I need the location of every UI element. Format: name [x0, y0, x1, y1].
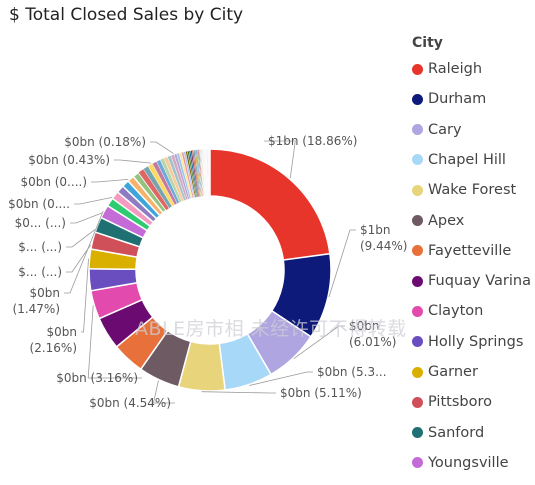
legend-marker [412, 336, 423, 348]
legend-label: Holly Springs [428, 333, 524, 350]
chart-title: $ Total Closed Sales by City [9, 5, 244, 25]
leader-line [64, 210, 104, 294]
data-label: $0bn (2.16%) [30, 325, 77, 355]
data-label: $0bn (6.01%) [349, 319, 396, 349]
label-leader-lines [64, 140, 356, 404]
legend-item[interactable]: Durham [412, 89, 486, 109]
legend-item[interactable]: Clayton [412, 301, 483, 321]
leader-line [264, 140, 296, 179]
legend-label: Chapel Hill [428, 151, 506, 168]
legend-marker [412, 215, 423, 226]
legend-label: Youngsville [428, 454, 509, 471]
legend-marker [412, 366, 423, 378]
legend-title: City [412, 35, 443, 51]
legend-marker [412, 275, 423, 287]
legend-item[interactable]: Apex [412, 211, 464, 231]
legend-marker [412, 93, 423, 105]
legend-marker [412, 124, 423, 136]
leader-line [201, 391, 276, 394]
data-label: $1bn (18.86%) [268, 134, 357, 148]
legend-marker [412, 245, 423, 257]
data-label: $0bn (0....) [20, 175, 87, 189]
leader-line [70, 212, 103, 224]
legend-item[interactable]: Wake Forest [412, 180, 516, 200]
legend-label: Sanford [428, 424, 485, 441]
legend-label: Apex [428, 212, 465, 229]
legend-label: Fayetteville [428, 242, 512, 259]
legend-marker [412, 305, 423, 317]
leader-line [66, 229, 96, 248]
legend-item[interactable]: Raleigh [412, 59, 482, 79]
data-label: $... (...) [18, 240, 62, 254]
legend-label: Clayton [428, 303, 484, 320]
legend-item[interactable]: Sanford [412, 423, 484, 443]
leader-line [91, 178, 129, 183]
legend-label: Fuquay Varina [428, 273, 531, 290]
legend-label: Pittsboro [428, 394, 492, 411]
data-label: $0bn (0.18%) [64, 135, 146, 149]
legend-label: Wake Forest [428, 182, 517, 199]
donut-slices [88, 148, 332, 392]
data-label: $0bn (4.54%) [89, 396, 171, 410]
legend-item[interactable]: Youngsville [412, 453, 509, 473]
legend-marker [412, 396, 423, 408]
leader-line [66, 244, 91, 273]
legend-marker [412, 457, 423, 469]
leader-line [328, 229, 356, 298]
data-label: $0... (...) [15, 216, 66, 230]
leader-line [249, 371, 313, 386]
data-label: $1bn (9.44%) [360, 223, 407, 253]
legend-label: Garner [428, 364, 478, 380]
leader-line [74, 196, 113, 205]
data-label: $0bn (0.43%) [28, 153, 110, 167]
legend-label: Durham [428, 91, 487, 108]
legend-item[interactable]: Cary [412, 120, 462, 140]
leader-line [150, 141, 174, 154]
legend-marker [412, 63, 423, 75]
legend-label: Raleigh [428, 61, 483, 77]
data-label: $0bn (3.16%) [56, 371, 138, 385]
legend-item[interactable]: Garner [412, 362, 478, 382]
legend-label: Cary [428, 121, 462, 138]
leader-line [293, 325, 345, 359]
legend-item[interactable]: Pittsboro [412, 392, 492, 412]
leader-line [114, 159, 152, 164]
data-label: $0bn (0.... [8, 197, 70, 211]
legend-marker [412, 427, 423, 439]
data-label: $0bn (1.47%) [13, 286, 60, 316]
data-label: $0bn (5.3... [317, 365, 387, 379]
data-label: $... (...) [18, 265, 62, 279]
leader-line [87, 305, 142, 379]
data-label: $0bn (5.11%) [280, 386, 362, 400]
legend-item[interactable]: Fayetteville [412, 241, 511, 261]
leader-line [81, 258, 89, 333]
watermark: ABLE房市相 未经许可不得转载 [135, 318, 407, 340]
pie-slice-raleigh[interactable] [209, 148, 331, 261]
leader-line [152, 380, 175, 404]
legend-marker [412, 184, 423, 196]
legend-marker [412, 154, 423, 166]
legend-item[interactable]: Holly Springs [412, 332, 523, 352]
legend-item[interactable]: Fuquay Varina [412, 271, 531, 291]
legend-item[interactable]: Chapel Hill [412, 150, 506, 170]
data-labels: $1bn (18.86%) $1bn (9.44%) $0bn (6.01%) $0bn … [8, 134, 407, 410]
